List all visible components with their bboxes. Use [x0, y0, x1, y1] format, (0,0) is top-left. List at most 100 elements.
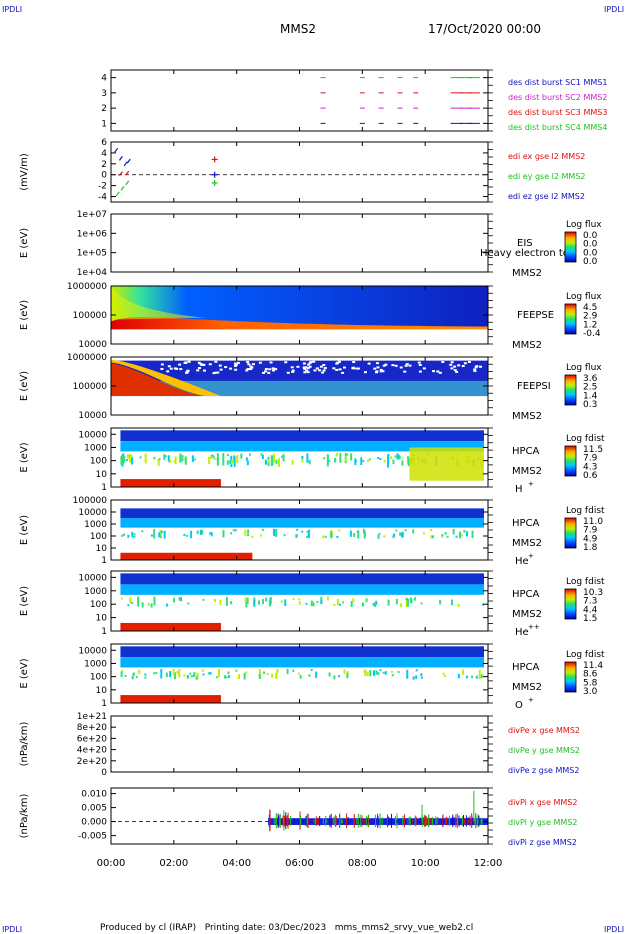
- hpca-spectrogram: [120, 430, 485, 487]
- hpca-column: [153, 456, 156, 460]
- hpca-column: [195, 676, 198, 680]
- hpca-warm-region: [409, 447, 484, 481]
- hpca-column: [352, 598, 355, 603]
- efield-point: [120, 186, 125, 191]
- hpca-column: [291, 460, 294, 465]
- hpca-column: [213, 598, 216, 603]
- hpca-column: [123, 456, 126, 463]
- hpca-column: [451, 599, 454, 606]
- hpca-column: [455, 535, 458, 538]
- hpca-column: [167, 455, 170, 462]
- hpca-column: [193, 671, 196, 677]
- hpca-column: [133, 533, 136, 536]
- hpca-column: [391, 670, 394, 673]
- noise-pixel: [342, 366, 346, 369]
- colorbar-title: Log fdist: [566, 506, 605, 516]
- hpca-column: [362, 460, 365, 463]
- noise-pixel: [315, 367, 319, 370]
- hpca-column: [362, 528, 365, 534]
- colorbar: [564, 231, 577, 263]
- date-title: 17/Oct/2020 00:00: [428, 22, 541, 36]
- noise-pixel: [403, 370, 407, 373]
- noise-pixel: [373, 367, 377, 370]
- hpca-column: [466, 531, 469, 537]
- noise-pixel: [438, 371, 442, 374]
- colorbar-tick: 2.9: [583, 312, 598, 322]
- hpca-column: [405, 597, 408, 607]
- hpca-column: [267, 459, 270, 463]
- instrument-label: HPCA: [512, 662, 540, 673]
- noise-pixel: [187, 360, 191, 363]
- panel-hpca_hepp: 1 10 100 1000 10000 E (eV) HPCA MMS2 He ++ Log fdi…: [19, 570, 605, 638]
- noise-pixel: [268, 368, 272, 371]
- divpi-noise: [268, 790, 488, 832]
- hpca-mid-band: [120, 518, 485, 528]
- hpca-column: [353, 533, 356, 537]
- hpca-column: [189, 672, 192, 675]
- hpca-column: [480, 674, 483, 679]
- y-axis-label: E (eV): [19, 658, 30, 688]
- hpca-column: [446, 535, 449, 538]
- hpca-column: [276, 668, 279, 674]
- noise-pixel: [286, 371, 290, 374]
- hpca-column: [141, 602, 144, 608]
- y-axis-label: E (eV): [19, 442, 30, 472]
- hpca-column: [273, 453, 276, 463]
- noise-pixel: [178, 363, 182, 366]
- minor-ticks: [488, 213, 493, 273]
- corner-label-top-left: IPDLI: [2, 5, 22, 14]
- colorbar-tick: 4.9: [583, 534, 598, 544]
- colorbar-tick: 0.6: [583, 471, 598, 481]
- hpca-column: [335, 452, 338, 457]
- hpca-column: [244, 597, 247, 603]
- colorbar-title: Log flux: [566, 220, 602, 230]
- x-tick-label: 10:00: [411, 858, 440, 869]
- hpca-column: [165, 672, 168, 678]
- spacecraft-title: MMS2: [280, 22, 316, 36]
- efield-series: [115, 179, 218, 197]
- noise-pixel: [233, 362, 237, 365]
- y-tick-label: 10: [96, 470, 108, 480]
- hpca-column: [261, 528, 264, 531]
- hpca-column: [264, 597, 267, 602]
- y-tick-label: 100: [90, 532, 107, 542]
- hpca-column: [292, 669, 295, 672]
- noise-pixel: [284, 361, 288, 364]
- instrument-label: FEEPSE: [517, 310, 554, 321]
- noise-pixel: [408, 364, 412, 367]
- legend-entry: divPe y gse MMS2: [508, 746, 580, 755]
- colorbar: [564, 374, 577, 406]
- hpca-column: [244, 533, 247, 536]
- noise-pixel: [449, 363, 453, 366]
- y-tick-label: 4: [101, 74, 107, 84]
- hpca-column: [165, 603, 168, 607]
- hpca-column: [346, 672, 349, 679]
- hpca-column: [457, 673, 460, 679]
- hpca-column: [121, 534, 124, 537]
- hpca-column: [384, 671, 387, 675]
- hpca-column: [131, 675, 134, 680]
- feepse-hot-band: [111, 317, 488, 330]
- noise-pixel: [475, 365, 479, 368]
- hpca-column: [230, 600, 233, 605]
- legend-entry: divPi z gse MMS2: [508, 838, 577, 847]
- colorbar-tick: 0.0: [583, 231, 598, 241]
- hpca-column: [406, 669, 409, 679]
- hpca-column: [132, 672, 135, 676]
- hpca-column: [356, 530, 359, 533]
- noise-pixel: [382, 364, 386, 367]
- hpca-column: [393, 533, 396, 537]
- hpca-column: [394, 455, 397, 458]
- noise-pixel: [332, 367, 336, 370]
- hpca-column: [251, 535, 254, 538]
- hpca-column: [396, 453, 399, 460]
- hpca-column: [127, 604, 130, 607]
- noise-pixel: [214, 360, 218, 363]
- hpca-column: [144, 453, 147, 464]
- noise-pixel: [291, 369, 295, 372]
- hpca-column: [125, 458, 128, 461]
- legend-entry: des dist burst SC2 MMS2: [508, 93, 607, 102]
- hpca-column: [183, 674, 186, 677]
- hpca-column: [452, 528, 455, 535]
- y-tick-label: 0: [101, 171, 107, 181]
